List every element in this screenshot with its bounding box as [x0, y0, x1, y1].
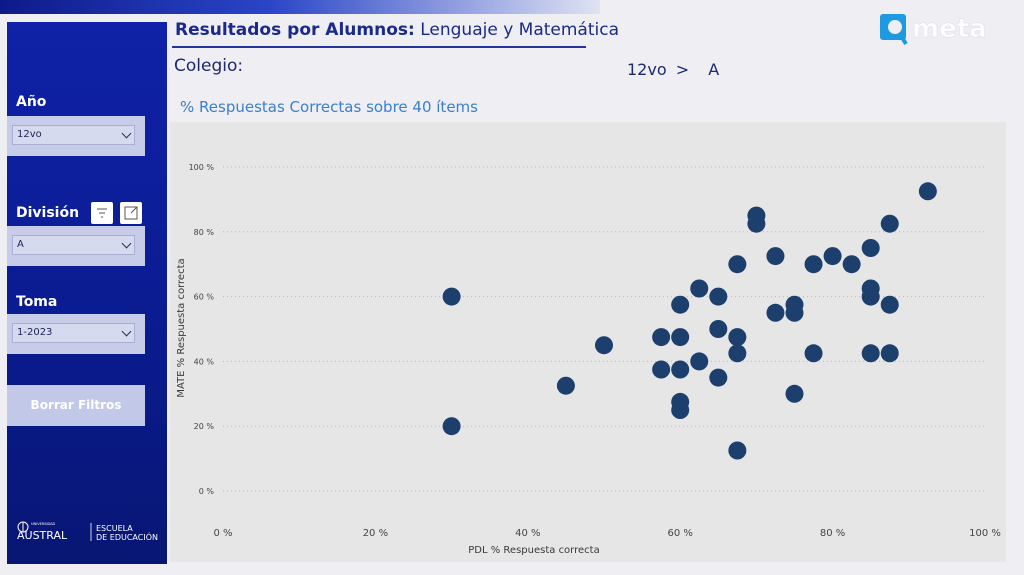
course-value: 12vo [627, 60, 667, 79]
focus-mode-icon [124, 206, 138, 220]
data-point[interactable] [861, 239, 880, 257]
toma-dropdown[interactable]: 1-2023 [12, 323, 135, 343]
chart-points [442, 182, 937, 460]
chart-grid [223, 166, 985, 492]
x-tick-label: 60 % [667, 528, 692, 539]
austral-logo: UNIVERSIDAD AUSTRAL ESCUELA DE EDUCACIÓN [17, 521, 158, 542]
data-point[interactable] [747, 214, 766, 233]
chevron-down-icon [121, 326, 132, 337]
austral-small-text: UNIVERSIDAD [31, 522, 56, 526]
y-tick-label: 0 % [199, 487, 215, 496]
y-tick-label: 100 % [189, 163, 215, 172]
course-breadcrumb: 12vo > A [627, 60, 719, 79]
filter-button[interactable] [91, 202, 113, 224]
data-point[interactable] [804, 344, 823, 363]
x-tick-label: 0 % [213, 528, 232, 539]
chevron-down-icon [121, 128, 132, 139]
data-point[interactable] [728, 344, 747, 363]
data-point[interactable] [690, 352, 709, 371]
anio-dropdown[interactable]: 12vo [12, 125, 135, 145]
scatter-chart-panel: 0 % 20 % 40 % 60 % 80 % 100 % 0 % 20 % 40 % 60 %… [170, 122, 1006, 562]
data-point[interactable] [671, 295, 690, 314]
data-point[interactable] [728, 441, 747, 460]
data-point[interactable] [842, 255, 861, 274]
clear-filters-button[interactable]: Borrar Filtros [7, 385, 145, 426]
x-tick-label: 80 % [820, 528, 845, 539]
escuela-line2: DE EDUCACIÓN [96, 531, 158, 542]
data-point[interactable] [671, 401, 690, 419]
division-dropdown[interactable]: A [12, 235, 135, 255]
data-point[interactable] [671, 360, 690, 379]
data-point[interactable] [880, 344, 899, 363]
data-point[interactable] [652, 360, 671, 379]
data-point[interactable] [861, 344, 880, 363]
data-point[interactable] [709, 368, 728, 387]
focus-mode-button[interactable] [120, 202, 142, 224]
division-value: A [17, 239, 24, 250]
data-point[interactable] [709, 320, 728, 338]
data-point[interactable] [766, 303, 785, 322]
chevron-down-icon [121, 238, 132, 249]
y-tick-label: 80 % [194, 228, 215, 237]
anio-slicer: 12vo [7, 116, 145, 156]
y-tick-label: 20 % [194, 422, 215, 431]
meta-logo: meta [880, 14, 987, 46]
x-tick-label: 40 % [515, 528, 540, 539]
x-tick-label: 20 % [363, 528, 388, 539]
colegio-label: Colegio: [174, 56, 244, 76]
x-axis-ticks: 0 % 20 % 40 % 60 % 80 % 100 % [213, 528, 1000, 539]
header-accent-bar [0, 0, 600, 14]
anio-value: 12vo [17, 129, 42, 140]
toma-slicer: 1-2023 [7, 314, 145, 354]
chart-subtitle: % Respuestas Correctas sobre 40 ítems [180, 98, 478, 116]
data-point[interactable] [918, 182, 937, 201]
data-point[interactable] [690, 279, 709, 298]
title-bold: Resultados por Alumnos: [175, 20, 415, 40]
data-point[interactable] [861, 287, 880, 306]
data-point[interactable] [556, 376, 575, 395]
division-display: A [708, 60, 720, 79]
data-point[interactable] [442, 287, 461, 306]
data-point[interactable] [652, 328, 671, 347]
data-point[interactable] [671, 328, 690, 347]
toma-value: 1-2023 [17, 327, 53, 338]
title-underline [172, 46, 586, 48]
page-title: Resultados por Alumnos: Lenguaje y Matem… [175, 20, 619, 40]
x-axis-label: PDL % Respuesta correcta [468, 545, 599, 556]
toma-label: Toma [16, 294, 58, 310]
austral-name: AUSTRAL [17, 529, 68, 542]
data-point[interactable] [766, 247, 785, 266]
filters-sidebar: Año 12vo División A Toma 1-2023 [7, 22, 167, 564]
y-axis-ticks: 0 % 20 % 40 % 60 % 80 % 100 % [189, 163, 215, 496]
filter-icon [97, 208, 107, 218]
data-point[interactable] [728, 328, 747, 347]
data-point[interactable] [728, 255, 747, 274]
data-point[interactable] [442, 417, 461, 436]
division-slicer: A [7, 226, 145, 266]
breadcrumb-separator: > [675, 60, 690, 79]
scatter-chart: 0 % 20 % 40 % 60 % 80 % 100 % 0 % 20 % 40 % 60 %… [176, 163, 1001, 556]
y-tick-label: 40 % [194, 357, 215, 366]
data-point[interactable] [880, 214, 899, 233]
data-point[interactable] [823, 247, 842, 266]
data-point[interactable] [785, 303, 804, 322]
escuela-line1: ESCUELA [96, 524, 133, 533]
data-point[interactable] [709, 287, 728, 306]
x-tick-label: 100 % [969, 528, 1001, 539]
title-subject: Lenguaje y Matemática [420, 20, 619, 40]
anio-label: Año [16, 94, 47, 110]
data-point[interactable] [785, 384, 804, 403]
data-point[interactable] [804, 255, 823, 274]
data-point[interactable] [880, 295, 899, 314]
y-tick-label: 60 % [194, 293, 215, 302]
division-label: División [16, 205, 80, 221]
data-point[interactable] [595, 336, 613, 355]
meta-logo-text: meta [912, 14, 987, 44]
y-axis-label: MATE % Respuesta correcta [176, 258, 187, 397]
